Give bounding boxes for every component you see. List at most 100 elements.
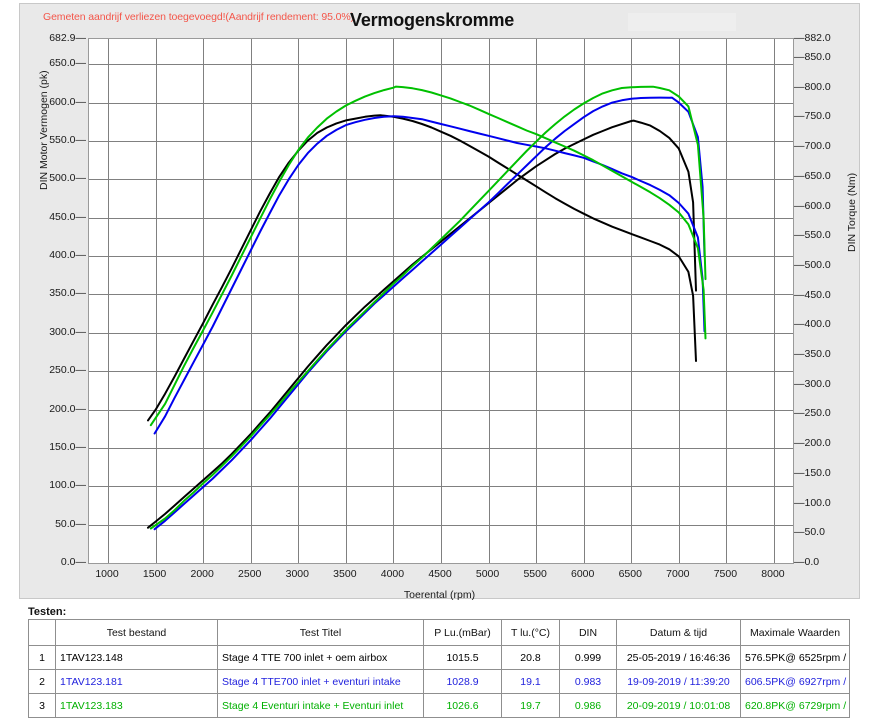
y-tick-left: 682.9— [49, 32, 86, 44]
col-index [28, 619, 56, 646]
y-tick-right: —150.0 [794, 466, 831, 479]
y-tick-right: —250.0 [794, 407, 831, 420]
x-tick: 2000 [190, 568, 214, 580]
y-tick-left: 350.0— [49, 287, 86, 300]
cell-title: Stage 4 Eventuri intake + Eventuri inlet [217, 693, 424, 718]
y-tick-left: 250.0— [49, 364, 86, 377]
y-tick-left: 200.0— [49, 402, 86, 415]
y-tick-right: —200.0 [794, 437, 831, 450]
y-tick-left: 650.0— [49, 57, 86, 70]
x-tick: 6500 [618, 568, 642, 580]
y-tick-right: —600.0 [794, 199, 831, 212]
y-axis-right-label: DIN Torque (Nm) [846, 172, 858, 252]
y-tick-left: 150.0— [49, 440, 86, 453]
cell-din: 0.999 [559, 645, 617, 670]
cell-index: 3 [28, 693, 56, 718]
x-axis-label: Toerental (rpm) [403, 589, 476, 601]
x-tick: 1500 [142, 568, 167, 580]
x-tick: 1000 [95, 568, 119, 580]
x-tick: 7500 [713, 568, 738, 580]
table-row[interactable]: 2 1TAV123.181 Stage 4 TTE700 inlet + event… [28, 669, 850, 694]
y-tick-left: 100.0— [49, 479, 86, 492]
cell-title: Stage 4 TTE700 inlet + eventuri intake [217, 669, 424, 694]
cell-tlu: 20.8 [501, 645, 560, 670]
cell-max: 620.8PK@ 6729rpm / 801.8Nm@ 4025rpm [740, 693, 850, 718]
y-tick-left: 0.0— [60, 556, 86, 568]
y-tick-left: 600.0— [49, 95, 86, 108]
col-max: Maximale Waarden [740, 619, 850, 646]
y-tick-right: —700.0 [794, 140, 831, 153]
y-tick-right: —300.0 [794, 377, 831, 390]
x-tick: 6000 [571, 568, 595, 580]
dyno-chart-window: Gemeten aandrijf verliezen toegevoegd!(A… [19, 3, 860, 718]
col-date: Datum & tijd [616, 619, 741, 646]
cell-date: 25-05-2019 / 16:46:36 [616, 645, 741, 670]
x-tick: 5500 [523, 568, 547, 580]
drivetrain-loss-warning: Gemeten aandrijf verliezen toegevoegd!(A… [43, 11, 355, 23]
curve-1tav123-183-torque [149, 85, 707, 427]
y-tick-right: —0.0 [794, 556, 820, 568]
y-tick-right: —50.0 [794, 526, 825, 539]
y-axis-left-label: DIN Motor Vermogen (pk) [38, 70, 50, 190]
curve-1tav123-181-torque [153, 115, 706, 435]
cell-plu: 1028.9 [423, 669, 502, 694]
cell-index: 2 [28, 669, 56, 694]
y-tick-right: —100.0 [794, 496, 831, 509]
tests-table: Test bestand Test Titel P Lu.(mBar) T lu… [28, 619, 850, 718]
cell-file: 1TAV123.181 [55, 669, 218, 694]
y-axis-left: 0.0— 50.0— 100.0— 150.0— 200.0— 250.0— 300.0— 3… [20, 32, 86, 568]
x-tick: 7000 [666, 568, 690, 580]
col-title: Test Titel [217, 619, 424, 646]
grid [89, 39, 793, 563]
table-row[interactable]: 1 1TAV123.148 Stage 4 TTE 700 inlet + oem … [28, 645, 850, 670]
col-file: Test bestand [55, 619, 218, 646]
curve-1tav123-183-power [149, 85, 707, 530]
tests-caption: Testen: [28, 606, 67, 618]
y-tick-right: —500.0 [794, 258, 831, 271]
table-header-row: Test bestand Test Titel P Lu.(mBar) T lu… [28, 619, 850, 646]
cell-tlu: 19.1 [501, 669, 560, 694]
cell-date: 19-09-2019 / 11:39:20 [616, 669, 741, 694]
x-tick: 4500 [428, 568, 452, 580]
col-din: DIN [559, 619, 617, 646]
cell-max: 576.5PK@ 6525rpm / 753.6Nm@ 3863rpm [740, 645, 850, 670]
chart-title: Vermogenskromme [350, 10, 515, 30]
x-tick: 2500 [238, 568, 262, 580]
y-tick-left: 50.0— [55, 517, 86, 530]
y-tick-right: —450.0 [794, 288, 831, 301]
y-tick-right: —750.0 [794, 110, 831, 123]
curve-1tav123-181-power [153, 96, 706, 531]
x-tick: 3500 [333, 568, 357, 580]
y-tick-right: —400.0 [794, 318, 831, 331]
y-tick-left: 450.0— [49, 210, 86, 223]
y-tick-right: —850.0 [794, 51, 831, 63]
cell-plu: 1015.5 [423, 645, 502, 670]
col-tlu: T lu.(°C) [501, 619, 560, 646]
x-tick: 8000 [761, 568, 785, 580]
col-plu: P Lu.(mBar) [423, 619, 502, 646]
y-tick-right: —650.0 [794, 169, 831, 182]
cell-file: 1TAV123.183 [55, 693, 218, 718]
x-tick: 3000 [285, 568, 309, 580]
y-tick-left: 550.0— [49, 133, 86, 146]
table-row[interactable]: 3 1TAV123.183 Stage 4 Eventuri intake + Ev… [28, 693, 850, 718]
y-tick-right: —550.0 [794, 229, 831, 242]
title-blank-field [628, 13, 736, 31]
cell-file: 1TAV123.148 [55, 645, 218, 670]
chart-panel: Gemeten aandrijf verliezen toegevoegd!(A… [19, 3, 860, 601]
plot-area [88, 38, 794, 564]
cell-tlu: 19.7 [501, 693, 560, 718]
cell-date: 20-09-2019 / 10:01:08 [616, 693, 741, 718]
x-tick: 4000 [380, 568, 405, 580]
cell-title: Stage 4 TTE 700 inlet + oem airbox [217, 645, 424, 670]
x-axis: 1000 1500 2000 2500 3000 3500 4000 4500 5000 5500… [88, 568, 792, 584]
y-tick-left: 400.0— [49, 249, 86, 262]
dyno-curves [89, 39, 793, 563]
cell-max: 606.5PK@ 6927rpm / 752.0Nm@ 4010rpm [740, 669, 850, 694]
cell-plu: 1026.6 [423, 693, 502, 718]
y-tick-right: —882.0 [794, 32, 831, 44]
cell-din: 0.983 [559, 669, 617, 694]
x-tick: 5000 [475, 568, 500, 580]
y-tick-left: 300.0— [49, 325, 86, 338]
y-tick-left: 500.0— [49, 172, 86, 185]
